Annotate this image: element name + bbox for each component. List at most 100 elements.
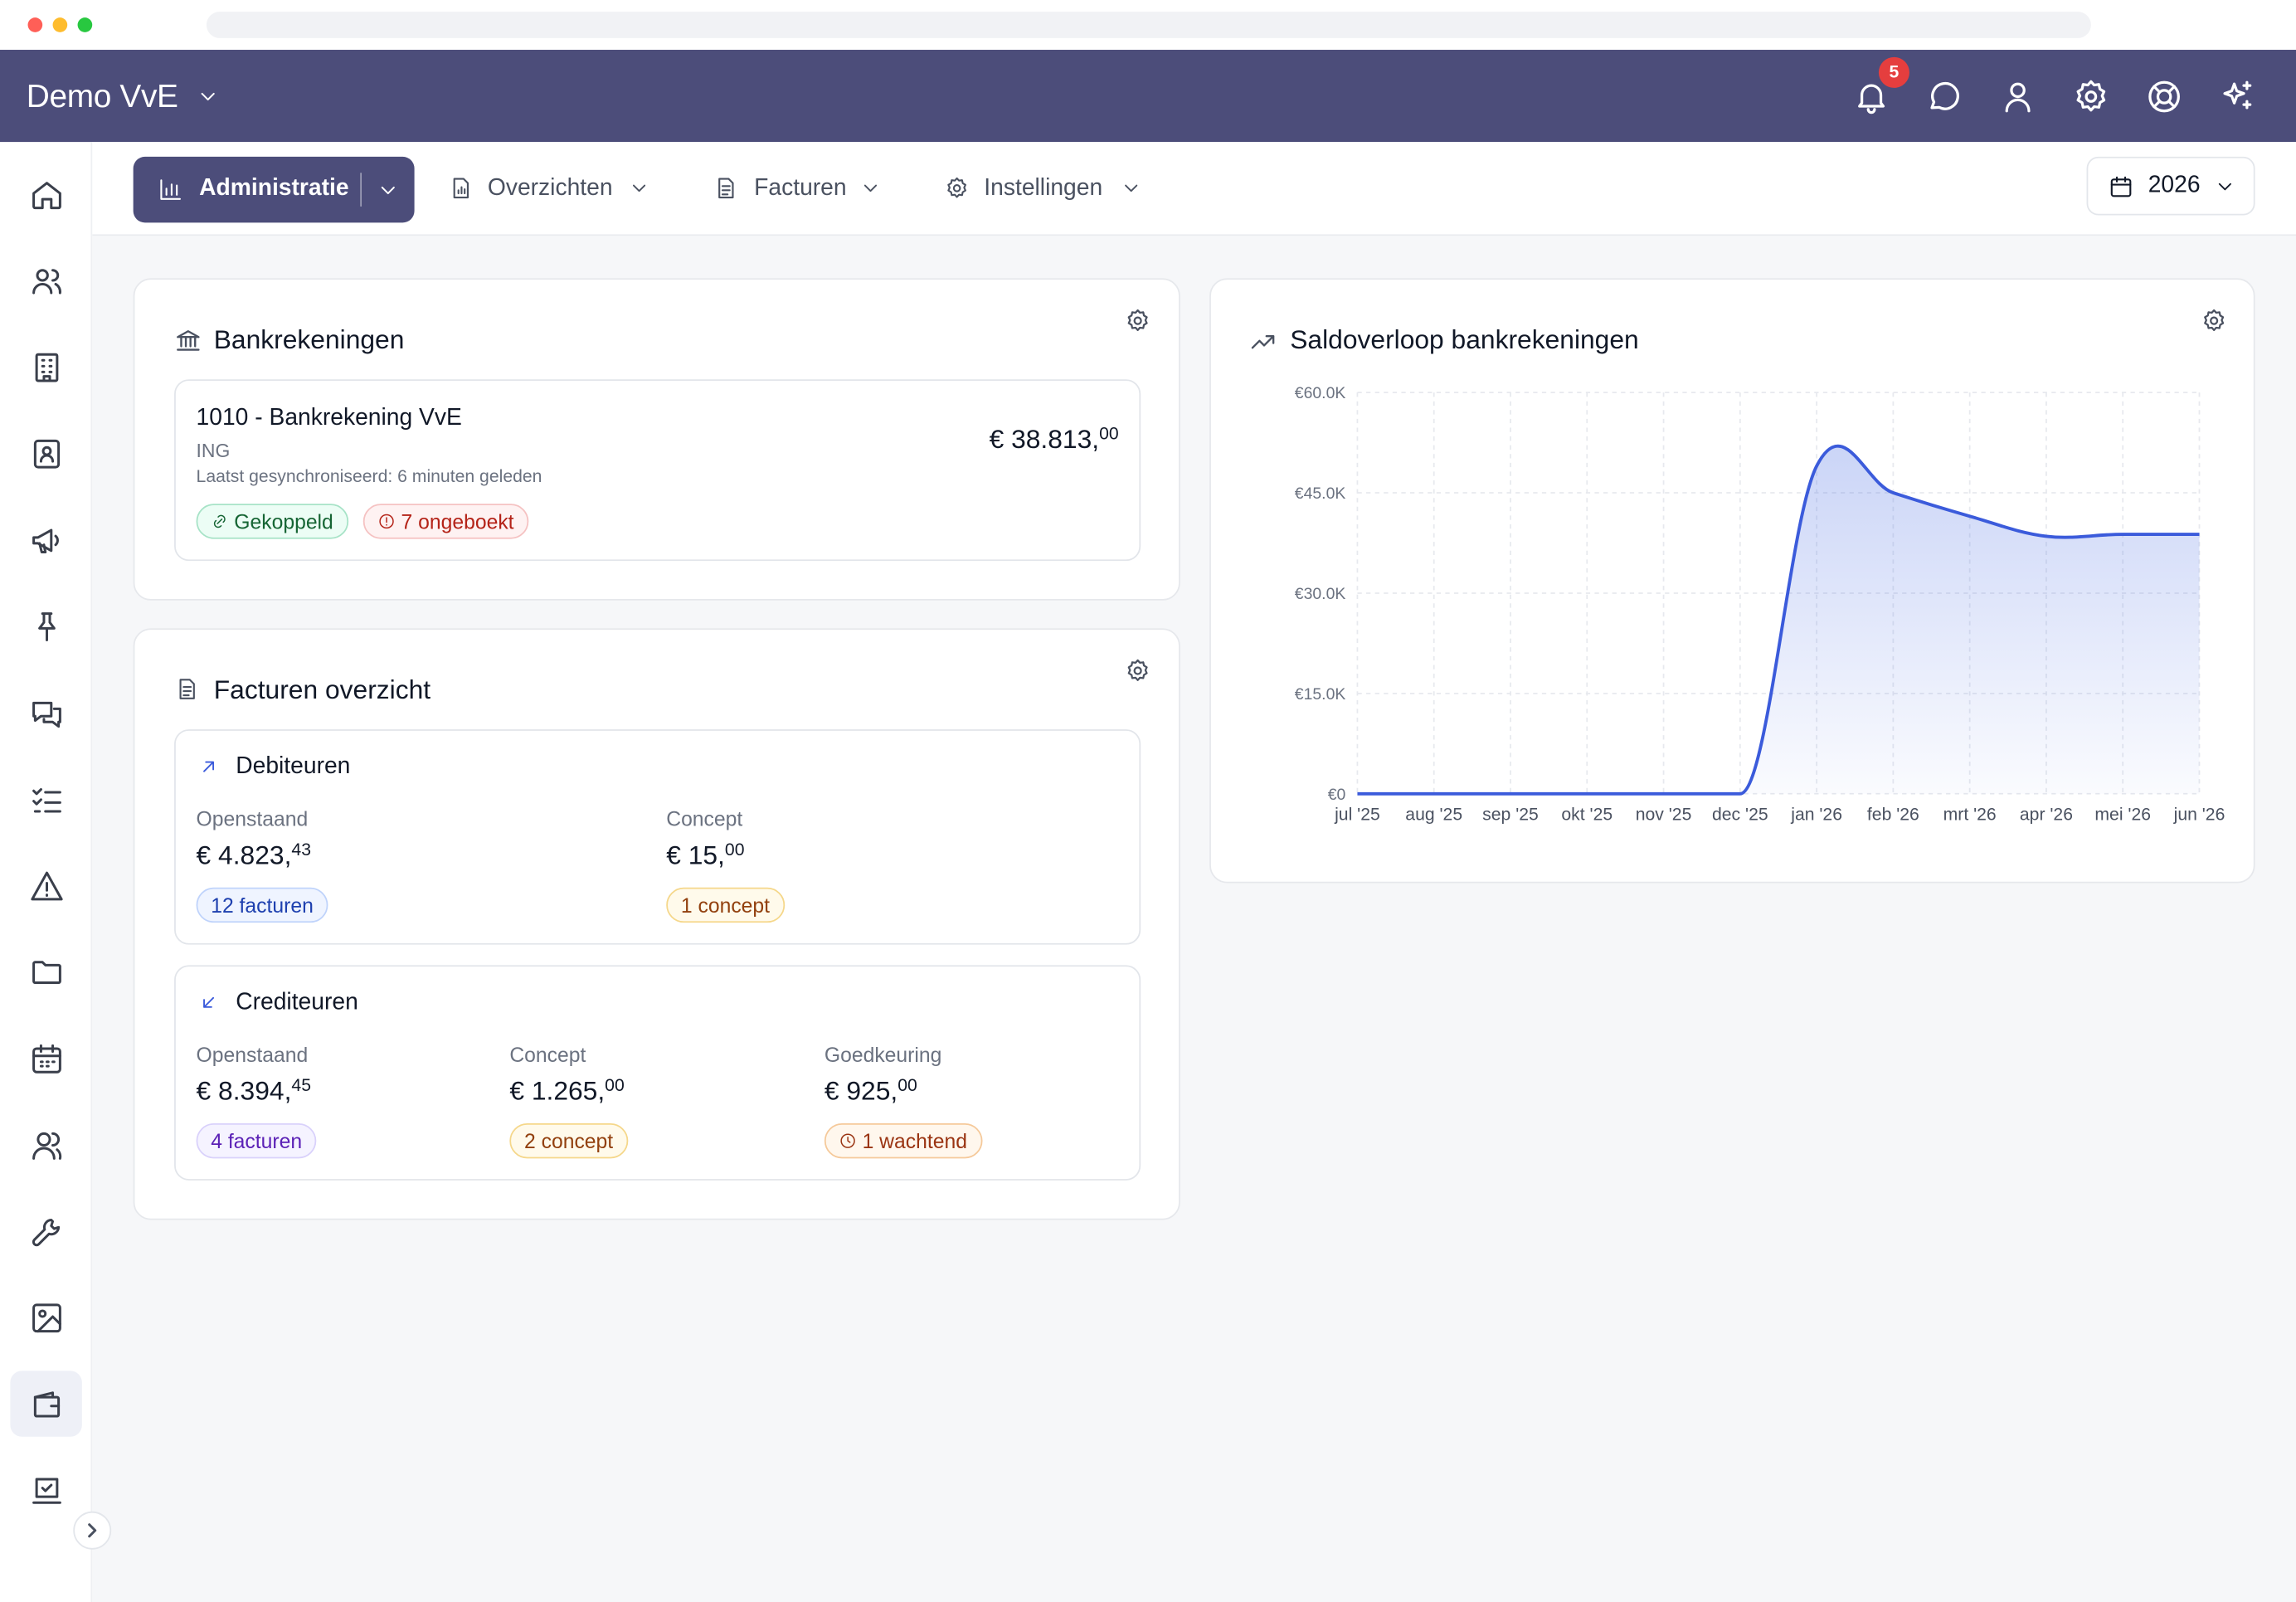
creditors-approval-label: Goedkeuring <box>824 1042 942 1067</box>
creditors-open-label: Openstaand <box>196 1042 309 1067</box>
invoices-overview-card: Facturen overzicht Debiteuren Openstaand… <box>133 628 1180 1220</box>
x-tick-label: jun '26 <box>2173 806 2225 825</box>
card-settings-icon[interactable] <box>1125 658 1151 684</box>
y-tick-label: €15.0K <box>1295 685 1346 704</box>
creditors-approval-badge[interactable]: 1 wachtend <box>824 1122 982 1159</box>
contact-icon[interactable] <box>29 436 64 471</box>
creditors-title: Crediteuren <box>236 990 358 1015</box>
creditors-open-amount: € 8.394,45 <box>196 1074 311 1106</box>
chevron-down-icon <box>863 184 878 192</box>
help-icon[interactable] <box>2145 78 2183 116</box>
x-tick-label: dec '25 <box>1712 806 1768 825</box>
bar-chart-icon <box>160 179 181 200</box>
alert-circle-icon <box>379 514 394 529</box>
document-icon <box>179 679 195 699</box>
users-icon[interactable] <box>29 264 64 299</box>
tab-facturen-label: Facturen <box>754 175 847 201</box>
chevron-down-icon <box>633 184 646 192</box>
report-icon <box>453 178 469 199</box>
balance-line <box>1357 444 2200 796</box>
bank-name: ING <box>196 439 231 462</box>
x-tick-label: mrt '26 <box>1943 806 1997 825</box>
chevron-down-icon <box>2218 183 2231 191</box>
address-bar[interactable] <box>206 12 2091 38</box>
chevron-down-icon[interactable] <box>377 178 400 202</box>
link-icon <box>213 514 226 528</box>
megaphone-icon[interactable] <box>29 523 64 558</box>
settings-icon[interactable] <box>2072 78 2110 116</box>
debtors-concept-badge[interactable]: 1 concept <box>666 887 785 923</box>
folder-icon[interactable] <box>29 955 64 990</box>
sub-navigation <box>92 142 2296 236</box>
building-icon[interactable] <box>29 350 64 385</box>
card-settings-icon[interactable] <box>1125 308 1151 334</box>
wallet-icon[interactable] <box>29 1387 64 1422</box>
debtors-title: Debiteuren <box>236 754 351 780</box>
trending-up-icon <box>1251 335 1275 349</box>
x-tick-label: jul '25 <box>1334 806 1380 825</box>
balance-chart-card: Saldoverloop bankrekeningen €0 €15.0K €30.… <box>1209 278 2255 884</box>
calendar-icon <box>2110 176 2132 197</box>
tab-administratie-label: Administratie <box>199 175 349 201</box>
image-icon[interactable] <box>29 1301 64 1336</box>
user-icon[interactable] <box>1999 78 2037 116</box>
bank-account-item[interactable]: 1010 - Bankrekening VvE ING Laatst gesyn… <box>174 379 1141 562</box>
creditors-concept-badge[interactable]: 2 concept <box>509 1122 628 1159</box>
wrench-icon[interactable] <box>29 1214 64 1249</box>
x-tick-label: nov '25 <box>1636 806 1692 825</box>
warning-icon[interactable] <box>29 869 64 903</box>
balance-card-title: Saldoverloop bankrekeningen <box>1290 324 1639 355</box>
debtors-concept-label: Concept <box>666 806 743 830</box>
chat-icon[interactable] <box>1925 78 1963 116</box>
x-tick-label: aug '25 <box>1405 806 1462 825</box>
members-icon[interactable] <box>29 1127 64 1162</box>
home-icon[interactable] <box>29 178 64 212</box>
tasks-icon[interactable] <box>29 782 64 817</box>
debtors-open-badge[interactable]: 12 facturen <box>196 887 328 923</box>
creditors-approval-amount: € 925,00 <box>824 1074 917 1106</box>
pin-icon[interactable] <box>29 609 64 644</box>
bank-icon <box>177 330 200 351</box>
sidebar <box>0 142 112 1602</box>
sparkles-icon[interactable] <box>2218 78 2256 116</box>
tab-administratie[interactable]: Administratie <box>133 156 415 223</box>
clock-icon <box>840 1133 855 1148</box>
sidebar-collapse-button[interactable] <box>73 1511 112 1550</box>
creditors-concept-amount: € 1.265,00 <box>509 1074 625 1106</box>
creditors-open-badge[interactable]: 4 facturen <box>196 1122 317 1159</box>
notification-badge: 5 <box>1878 56 1909 88</box>
sidebar-active-indicator <box>10 1371 82 1437</box>
debtors-concept-amount: € 15,00 <box>666 839 745 870</box>
invoices-card-title: Facturen overzicht <box>213 674 431 705</box>
year-value: 2026 <box>2148 173 2201 198</box>
y-tick-label: €45.0K <box>1295 484 1346 503</box>
unbooked-badge[interactable]: 7 ongeboekt <box>362 504 529 539</box>
bell-icon[interactable] <box>1852 78 1890 116</box>
close-window-icon[interactable] <box>27 17 43 32</box>
year-selector[interactable]: 2026 <box>2086 156 2255 216</box>
sync-status: Laatst gesynchroniseerd: 6 minuten geled… <box>196 465 542 487</box>
card-settings-icon[interactable] <box>2201 308 2227 334</box>
debtors-open-amount: € 4.823,43 <box>196 839 311 870</box>
messages-icon[interactable] <box>29 696 64 731</box>
document-icon <box>718 178 734 199</box>
x-tick-label: jan '26 <box>1790 806 1842 825</box>
maximize-window-icon[interactable] <box>77 17 93 32</box>
linked-badge: Gekoppeld <box>196 504 348 539</box>
tab-overzichten-label: Overzichten <box>487 175 613 201</box>
creditors-section: Crediteuren Openstaand € 8.394,45 4 fact… <box>174 965 1141 1181</box>
arrow-down-left-icon <box>203 996 215 1008</box>
chevron-right-icon <box>88 1523 97 1538</box>
y-tick-label: €30.0K <box>1295 585 1346 603</box>
balance-chart: €0 €15.0K €30.0K €45.0K €60.0K jul '25 aug '2… <box>1295 384 2225 825</box>
chevron-down-icon[interactable] <box>197 85 220 108</box>
minimize-window-icon[interactable] <box>52 17 68 32</box>
calendar-icon[interactable] <box>29 1041 64 1076</box>
org-switcher-label[interactable]: Demo VvE <box>26 77 178 114</box>
x-tick-label: sep '25 <box>1482 806 1539 825</box>
bank-card-title: Bankrekeningen <box>213 324 405 355</box>
top-bar: Demo VvE 5 <box>0 50 2296 143</box>
x-tick-label: feb '26 <box>1867 806 1919 825</box>
vote-icon[interactable] <box>29 1473 64 1508</box>
balance-area <box>1357 446 2200 794</box>
